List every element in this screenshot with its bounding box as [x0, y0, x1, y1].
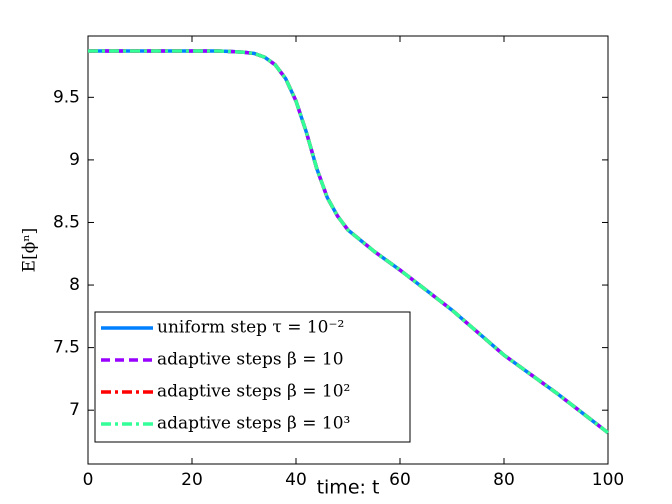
y-tick-label: 9.5 [53, 87, 80, 107]
y-tick-label: 9 [69, 150, 80, 170]
legend-label: adaptive steps β = 10 [157, 350, 344, 370]
x-tick-label: 20 [181, 470, 203, 490]
x-tick-label: 40 [285, 470, 307, 490]
x-tick-label: 80 [493, 470, 515, 490]
y-tick-label: 7.5 [53, 338, 80, 358]
legend-box [94, 311, 411, 443]
x-axis-label: time: t [317, 477, 380, 499]
x-tick-label: 0 [83, 470, 94, 490]
x-tick-label: 60 [389, 470, 411, 490]
y-axis-label: E[ϕⁿ] [20, 228, 40, 273]
series-line [88, 49, 610, 435]
y-tick-label: 8 [69, 275, 80, 295]
y-tick-label: 7 [69, 400, 80, 420]
x-tick-label: 100 [592, 470, 624, 490]
legend-label: adaptive steps β = 10³ [157, 414, 350, 434]
legend-label: uniform step τ = 10⁻² [157, 318, 344, 338]
legend-label: adaptive steps β = 10² [157, 382, 350, 402]
y-tick-label: 8.5 [53, 212, 80, 232]
